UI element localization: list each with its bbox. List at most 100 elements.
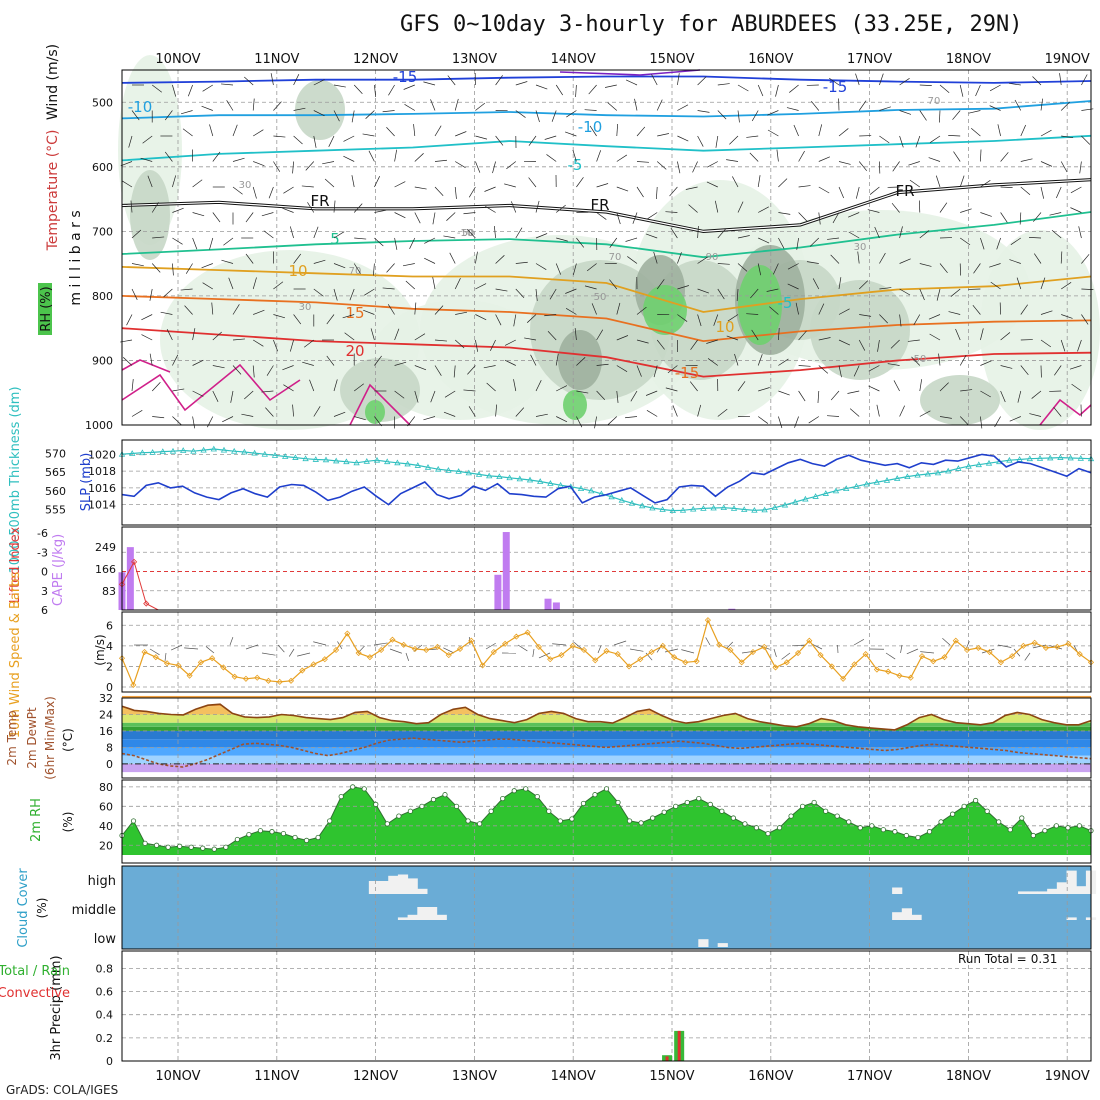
rh-marker [811,799,817,806]
wind-barb [283,186,294,194]
wind-barb [919,110,927,121]
wind-barb [289,339,294,352]
wind-barb [305,161,315,171]
rh-frame [121,779,1092,864]
wind-barb [551,110,557,122]
rh-marker [869,823,875,829]
wind-barb [394,181,406,188]
wind-speed-marker [513,633,520,640]
wind-barb [915,135,921,148]
wind-speed-marker [468,637,475,644]
thickness-marker [781,501,789,508]
rh-marker [407,808,413,814]
wind-barb [1077,339,1082,352]
thickness-marker [557,481,564,488]
wind-barb [566,110,577,118]
wind-barb [697,135,704,147]
wind-barb [830,390,840,401]
wind-barb-10m [573,642,583,650]
thickness-marker [965,462,972,469]
wind-barb [867,209,880,213]
wind-barb [535,263,547,270]
minmax-axis-label: (6hr Min/Max) [43,696,57,780]
rh-marker [373,801,379,807]
temperature-contour [121,211,1092,259]
wind-barb [1040,310,1053,315]
wind-barb [928,157,941,162]
wind-barb [736,288,739,301]
wind-barb [524,337,537,341]
wind-barb [1008,82,1021,86]
cloud-level-label: high [88,874,116,889]
wind-barb [201,263,213,269]
cape-bar [502,532,510,610]
wind-barb [689,381,698,392]
wind-barb [818,365,829,374]
wind-barb [535,200,540,213]
wind-barb-10m [792,644,807,647]
wind-barb [929,135,941,144]
wind-barb [576,357,586,366]
cloud-low-bar [698,939,709,947]
rh-shading [980,230,1100,430]
wind-barb [414,302,417,315]
wind-barb [370,328,375,341]
wind-barb [223,237,234,246]
wind-barb-10m [681,649,695,654]
wind-barb [632,212,638,224]
wind-barb [172,84,177,97]
rh-marker [730,815,736,821]
wind-barb-10m [288,648,295,657]
wind-speed-marker [479,662,486,669]
wind-barb [636,161,649,163]
wind-barb [187,84,193,97]
thickness-marker [659,506,666,512]
wind-barb [252,186,257,199]
wind-barb [1031,390,1042,399]
li-tick-label: 6 [41,604,48,617]
thickness-marker [496,473,503,480]
wind-barb [616,186,629,192]
wind-speed-marker [648,648,655,656]
wind-barb [1040,339,1052,348]
wind-barb [413,124,416,137]
wind-barb [446,212,456,221]
wind-barb [989,84,1001,92]
rh-marker [800,803,806,809]
temp-tick-label: 24 [99,708,113,721]
wind-speed-marker [761,643,768,650]
wind-barb [757,175,761,188]
wind-speed-marker [851,661,858,668]
wind-barb [769,306,779,315]
rh-marker [1019,815,1025,821]
wind-speed-marker [716,641,723,648]
date-label-bottom: 16NOV [748,1069,793,1084]
wind-barb [535,413,548,417]
date-label-top: 11NOV [254,52,299,67]
cloud-high-bar [1076,886,1087,894]
wind-barb [495,75,503,86]
contour-label: 50 [914,354,927,365]
wind-barb [596,150,602,162]
wind-barb [959,354,967,366]
thickness-marker [333,457,340,464]
wind-barb [717,228,726,239]
thickness-marker [914,471,921,478]
wind-barb [1000,186,1013,188]
wind-barb [394,361,407,366]
wind-barb [549,288,557,300]
wind-barb [443,235,456,239]
wind-barb [1040,98,1044,111]
wind-barb [120,161,133,167]
wind-barb [245,212,254,223]
wind-barb [818,156,830,162]
wind-barb [636,186,644,198]
rh-fill [122,787,1091,855]
precip-tick-label: 0 [106,1055,113,1068]
wind-barb [798,330,807,341]
temperature-contour [121,100,1092,120]
precip-panel: 0 0.2 0.4 0.6 0.8 3hr Precip (mm)Total / Rain… [0,950,1092,1068]
wind-barb [131,379,134,392]
wind-barb [1081,135,1091,145]
